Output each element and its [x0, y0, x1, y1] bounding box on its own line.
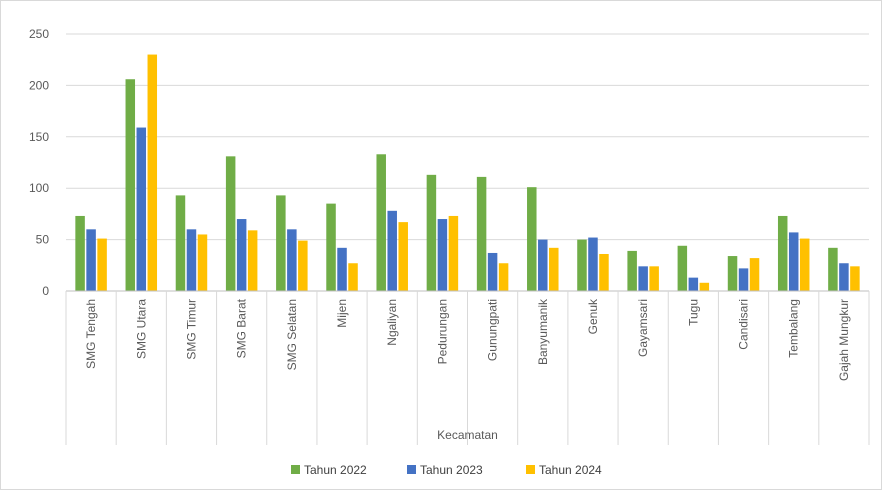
bar-tahun-2022	[476, 176, 487, 291]
bar-tahun-2023	[487, 252, 498, 291]
x-tick-label: Ngaliyan	[385, 299, 399, 346]
bar-tahun-2022	[828, 247, 838, 291]
bars	[75, 54, 860, 292]
x-tick-label: Tugu	[686, 299, 700, 326]
gridlines	[66, 33, 869, 241]
legend-swatch	[407, 465, 416, 474]
x-tick-label: Candisari	[737, 299, 751, 350]
legend-swatch	[291, 465, 300, 474]
legend: Tahun 2022 Tahun 2023 Tahun 2024	[291, 463, 602, 477]
x-tick-label: Gunungpati	[486, 299, 500, 361]
legend-swatch	[526, 465, 535, 474]
bar-tahun-2022	[577, 239, 587, 291]
x-axis	[65, 290, 870, 445]
x-axis-tick-labels: SMG Tengah SMG Utara SMG Timur SMG Barat SMG…	[84, 298, 851, 381]
bar-tahun-2023	[788, 232, 799, 291]
bar-tahun-2022	[677, 245, 688, 291]
x-tick-label: SMG Utara	[134, 299, 148, 359]
bar-tahun-2022	[175, 195, 186, 291]
bar-tahun-2024	[97, 238, 107, 291]
bar-tahun-2024	[749, 258, 760, 291]
y-tick-label: 150	[29, 130, 49, 144]
legend-label: Tahun 2023	[420, 463, 483, 477]
bar-tahun-2023	[337, 247, 347, 291]
bar-tahun-2024	[448, 215, 459, 291]
bar-tahun-2023	[638, 266, 648, 291]
bar-tahun-2024	[549, 247, 559, 291]
x-tick-label: Mijen	[335, 299, 349, 328]
bar-tahun-2022	[426, 174, 437, 291]
bar-tahun-2024	[649, 266, 659, 291]
y-axis-ticks: 0 50 100 150 200 250	[29, 27, 49, 298]
x-tick-label: Pedurungan	[435, 299, 449, 364]
bar-tahun-2024	[699, 282, 710, 291]
bar-tahun-2023	[688, 277, 699, 291]
bar-tahun-2022	[225, 156, 236, 291]
bar-tahun-2024	[799, 238, 810, 291]
bar-tahun-2023	[839, 263, 849, 291]
bar-tahun-2024	[247, 230, 258, 291]
y-tick-label: 100	[29, 181, 49, 195]
bar-tahun-2023	[186, 229, 197, 291]
x-tick-label: Tembalang	[787, 299, 801, 358]
bar-tahun-2022	[376, 154, 386, 291]
bar-tahun-2023	[538, 239, 548, 291]
y-tick-label: 50	[36, 233, 50, 247]
bar-tahun-2022	[75, 215, 85, 291]
legend-label: Tahun 2024	[539, 463, 602, 477]
bar-tahun-2024	[298, 240, 308, 291]
bar-tahun-2023	[236, 219, 247, 291]
bar-tahun-2022	[777, 215, 788, 291]
x-tick-label: SMG Timur	[184, 299, 198, 360]
bar-tahun-2022	[125, 79, 136, 292]
y-tick-label: 200	[29, 78, 49, 92]
x-tick-label: SMG Barat	[235, 298, 249, 358]
bar-tahun-2022	[276, 195, 286, 291]
bar-tahun-2024	[599, 253, 609, 291]
bar-tahun-2024	[197, 234, 208, 291]
bar-tahun-2024	[348, 263, 358, 291]
y-tick-label: 0	[42, 284, 49, 298]
bar-tahun-2024	[398, 222, 408, 291]
x-axis-title: Kecamatan	[437, 428, 498, 442]
bar-tahun-2022	[326, 203, 336, 291]
bar-tahun-2024	[147, 54, 158, 292]
bar-tahun-2023	[387, 210, 397, 291]
bar-tahun-2022	[727, 256, 738, 291]
bar-tahun-2023	[738, 268, 749, 291]
x-tick-label: Gayamsari	[636, 299, 650, 357]
bar-tahun-2022	[627, 250, 637, 291]
bar-tahun-2023	[86, 229, 96, 291]
bar-tahun-2024	[498, 263, 509, 291]
bar-tahun-2023	[437, 219, 448, 291]
x-tick-label: Banyumanik	[536, 298, 550, 365]
y-tick-label: 250	[29, 27, 49, 41]
x-tick-label: SMG Selatan	[285, 299, 299, 370]
bar-tahun-2022	[527, 187, 537, 291]
legend-label: Tahun 2022	[304, 463, 367, 477]
x-tick-label: Gajah Mungkur	[837, 299, 851, 381]
bar-tahun-2023	[136, 127, 147, 291]
x-tick-label: Genuk	[586, 298, 600, 334]
bar-tahun-2024	[850, 266, 860, 291]
x-tick-label: SMG Tengah	[84, 299, 98, 369]
bar-tahun-2023	[287, 229, 297, 291]
bar-tahun-2023	[588, 237, 598, 291]
